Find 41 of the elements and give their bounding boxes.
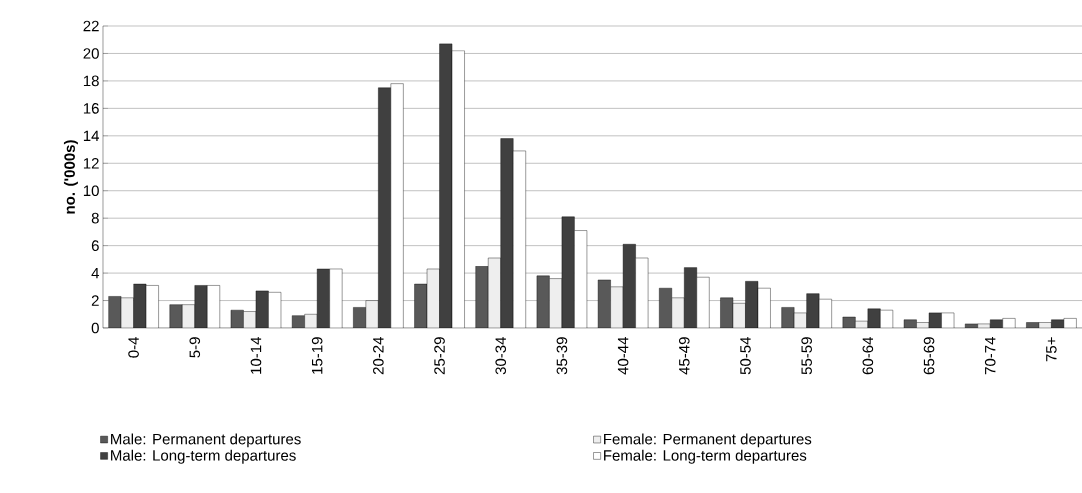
x-tick-label: 10-14 (250, 336, 262, 374)
y-tick-label: 18 (83, 75, 99, 87)
bar (169, 304, 183, 328)
bar (867, 308, 881, 328)
legend-label: Female: Long-term departures (604, 449, 807, 464)
x-tick-label: 5-9 (189, 337, 201, 358)
x-tick-label: 15-19 (311, 337, 323, 374)
y-tick-label: 12 (83, 158, 99, 169)
x-tick-label: 65-69 (923, 337, 935, 375)
y-axis-title: no. ('000s) (63, 140, 78, 214)
x-tick-label: 40-44 (617, 336, 629, 375)
x-tick-label: 55-59 (801, 337, 812, 375)
bar (365, 300, 379, 328)
x-tick-label: 20-24 (373, 336, 384, 375)
legend-label: Male: Long-term departures (111, 449, 296, 464)
y-tick-label: 8 (91, 212, 99, 224)
x-tick-label: 0-4 (128, 336, 139, 358)
x-tick-label: 70-74 (984, 336, 996, 375)
legend-label: Female: Permanent departures (604, 433, 812, 448)
y-tick-label: 2 (91, 295, 99, 306)
y-tick-label: 4 (91, 267, 100, 279)
y-tick-label: 0 (91, 322, 99, 334)
x-tick-label: 45-49 (678, 337, 690, 375)
bar (806, 293, 820, 328)
bar (475, 266, 489, 328)
x-tick-label: 35-39 (556, 337, 568, 375)
y-tick-label: 14 (83, 130, 100, 141)
y-tick-label: 6 (91, 240, 99, 251)
legend-label: Male: Permanent departures (111, 433, 301, 448)
y-tick-label: 10 (83, 185, 99, 197)
y-tick-label: 22 (83, 20, 99, 32)
x-tick-label: 30-34 (495, 336, 507, 375)
bar (671, 297, 685, 328)
bar (500, 138, 514, 328)
x-tick-label: 60-64 (862, 336, 874, 375)
y-tick-label: 16 (83, 103, 99, 114)
x-tick-label: 25-29 (434, 337, 445, 375)
x-tick-label: 50-54 (740, 336, 751, 375)
bar (194, 285, 208, 328)
x-tick-label: 75+ (1046, 337, 1057, 362)
y-tick-label: 20 (83, 48, 99, 59)
